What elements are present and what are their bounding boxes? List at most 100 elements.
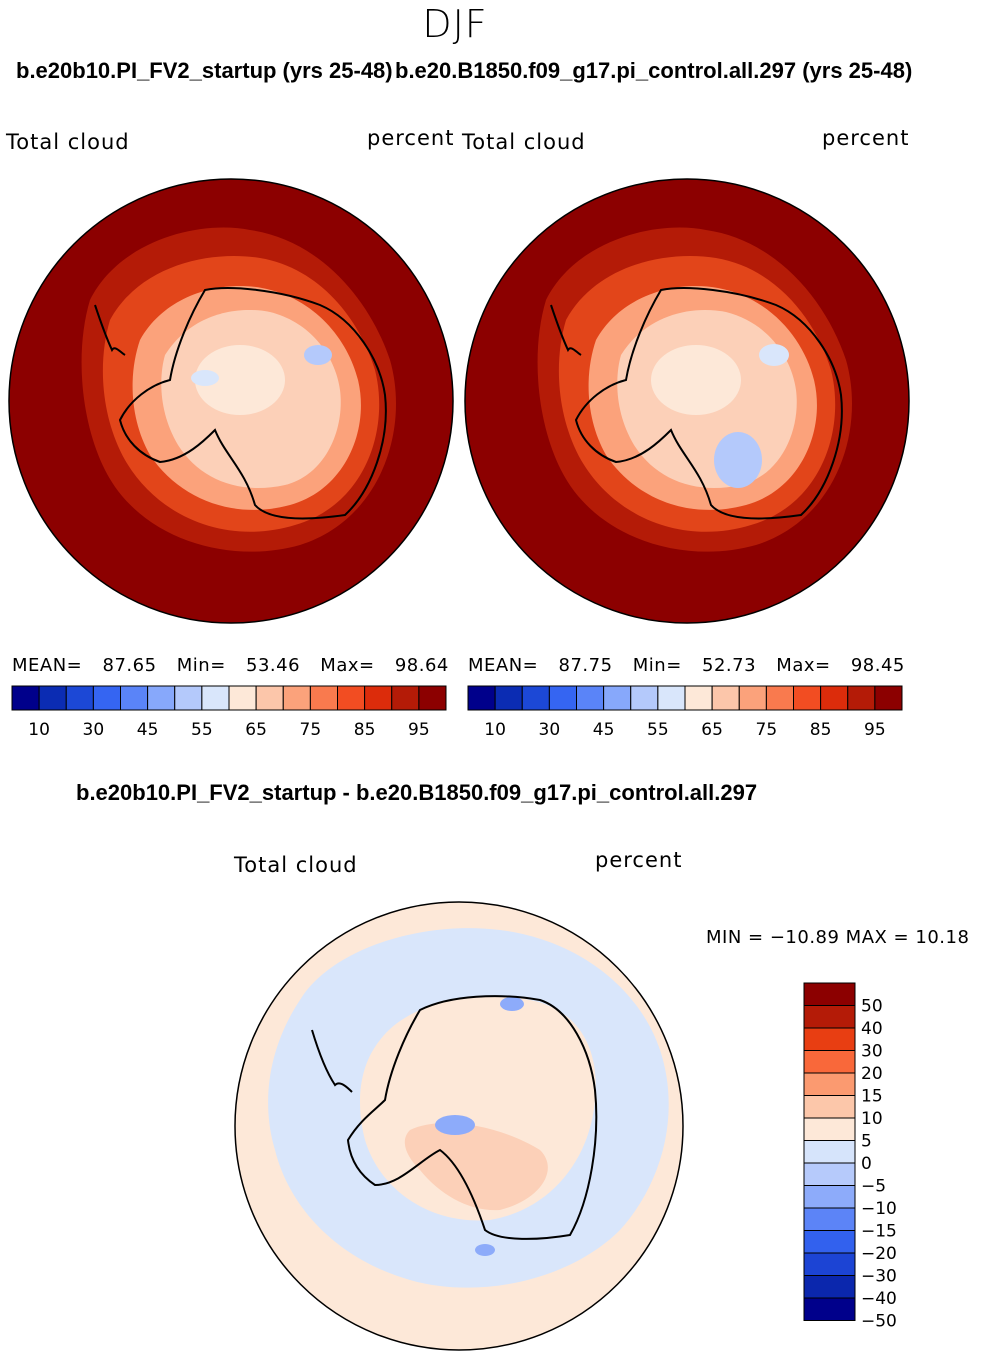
diff-colorbar-swatch [803,1230,856,1254]
diff-map [234,901,684,1351]
panel-2-max-label: Max= [776,655,831,676]
panel-1-colorbar-tick-label: 10 [28,720,50,740]
diff-colorbar-tick-label: 20 [861,1064,883,1084]
diff-colorbar-tick-label: −40 [861,1289,897,1309]
panel-1-map-border [8,178,454,624]
diff-colorbar-tick-label: 30 [861,1042,883,1062]
diff-colorbar-swatch [803,1162,856,1186]
panel-1-mean-value: 87.65 [102,655,157,676]
panel-2-colorbar-swatch [494,685,523,711]
panel-1-colorbar: 10 30 45 55 65 75 85 95 [11,685,447,740]
panel-2-colorbar-swatch [630,685,659,711]
panel-2-colorbar: 10 30 45 55 65 75 85 95 [467,685,903,740]
panel-2-colorbar-tick-label: 10 [484,720,506,740]
panel-1-colorbar-swatch [228,685,257,711]
panel-1-colorbar-swatch [38,685,67,711]
diff-colorbar-tick-label: −15 [861,1222,897,1242]
panel-1-low-cloud-spot-2 [191,370,219,386]
panel-1-colorbar-swatch [65,685,94,711]
diff-colorbar-tick-label: −50 [861,1312,897,1332]
panel-2-mean-value: 87.75 [558,655,613,676]
panel-1-colorbar-swatch [282,685,311,711]
diff-negative-spot-3 [475,1244,495,1256]
panel-1-colorbar-swatch [255,685,284,711]
panel-2-title: b.e20.B1850.f09_g17.pi_control.all.297 (… [395,58,913,83]
panel-2-colorbar-tick-label: 85 [810,720,832,740]
panel-2-interior-high [651,345,741,415]
diff-colorbar-swatch [803,1275,856,1299]
panel-1-colorbar-tick-label: 55 [191,720,213,740]
panel-1-south-america-coastline [94,304,126,356]
panel-2-colorbar-swatch [793,685,822,711]
diff-colorbar-swatch [803,1185,856,1209]
panel-2-map [464,178,910,624]
diff-colorbar-swatch [803,1207,856,1231]
panel-1-min-label: Min= [176,655,226,676]
panel-1-mean-label: MEAN= [12,655,83,676]
diff-colorbar-swatch [803,1297,856,1321]
diff-colorbar-swatch [803,1095,856,1119]
panel-1-low-cloud-spot [304,345,332,365]
diff-colorbar-swatch [803,982,856,1006]
panel-2-antarctica-coastline [574,287,843,520]
season-title: DJF [422,2,488,46]
panel-1-units-label: percent [367,126,455,150]
diff-colorbar-tick-label: −20 [861,1244,897,1264]
panel-1-map [8,178,454,624]
panel-1-colorbar-swatch [201,685,230,711]
panel-1-colorbar-tick-label: 30 [83,720,105,740]
panel-1-interior-high [195,345,285,415]
panel-1-min-value: 53.46 [246,655,301,676]
diff-positive-peak [404,1122,548,1211]
panel-1-max-label: Max= [320,655,375,676]
panel-2-colorbar-swatch [765,685,794,711]
panel-2-colorbar-swatch [738,685,767,711]
panel-1-antarctica-coastline [118,287,387,520]
panel-2-colorbar-swatch [521,685,550,711]
panel-1-colorbar-tick-label: 45 [137,720,159,740]
diff-colorbar-swatch [803,1005,856,1029]
diff-map-border [234,901,684,1351]
diff-colorbar-tick-label: 15 [861,1087,883,1107]
panel-1-colorbar-swatch [364,685,393,711]
panel-2-colorbar-swatch [603,685,632,711]
panel-1-colorbar-tick-label: 65 [245,720,267,740]
diff-variable-label: Total cloud [234,853,358,877]
diff-minmax: MIN = −10.89 MAX = 10.18 [706,927,970,948]
panel-1-colorbar-swatch [92,685,121,711]
diff-colorbar-swatch [803,1050,856,1074]
panel-1-title: b.e20b10.PI_FV2_startup (yrs 25-48) [16,58,393,83]
panel-1-stats: MEAN= 87.65 Min= 53.46 Max= 98.64 [12,655,449,676]
diff-colorbar-swatch [803,1027,856,1051]
diff-colorbar-tick-label: 5 [861,1132,872,1152]
panel-2-colorbar-tick-label: 95 [864,720,886,740]
panel-2-colorbar-tick-label: 45 [593,720,615,740]
panel-2-mean-label: MEAN= [468,655,539,676]
panel-1-max-value: 98.64 [394,655,449,676]
panel-2-map-border [464,178,910,624]
panel-2-min-label: Min= [632,655,682,676]
panel-1-colorbar-tick-label: 95 [408,720,430,740]
panel-2-colorbar-swatch [576,685,605,711]
panel-1-colorbar-swatch [337,685,366,711]
diff-colorbar-tick-label: 10 [861,1109,883,1129]
panel-1-colorbar-tick-label: 75 [300,720,322,740]
diff-south-america-coastline [311,1029,353,1093]
panel-1-colorbar-swatch [174,685,203,711]
diff-colorbar-swatch [803,1252,856,1276]
diff-negative-spot-2 [500,997,524,1011]
panel-2-colorbar-swatch [684,685,713,711]
panel-2-units-label: percent [822,126,910,150]
panel-2-stats: MEAN= 87.75 Min= 52.73 Max= 98.45 [468,655,905,676]
panel-2-colorbar-swatch [467,685,496,711]
diff-colorbar-tick-label: −10 [861,1199,897,1219]
panel-2-max-value: 98.45 [850,655,905,676]
panel-1-colorbar-swatch [120,685,149,711]
diff-title: b.e20b10.PI_FV2_startup - b.e20.B1850.f0… [76,780,758,805]
panel-2-colorbar-swatch [847,685,876,711]
panel-2-low-cloud-spot-2 [714,432,762,488]
panel-1-colorbar-swatch [418,685,447,711]
diff-units-label: percent [595,848,683,872]
panel-2-colorbar-swatch [548,685,577,711]
